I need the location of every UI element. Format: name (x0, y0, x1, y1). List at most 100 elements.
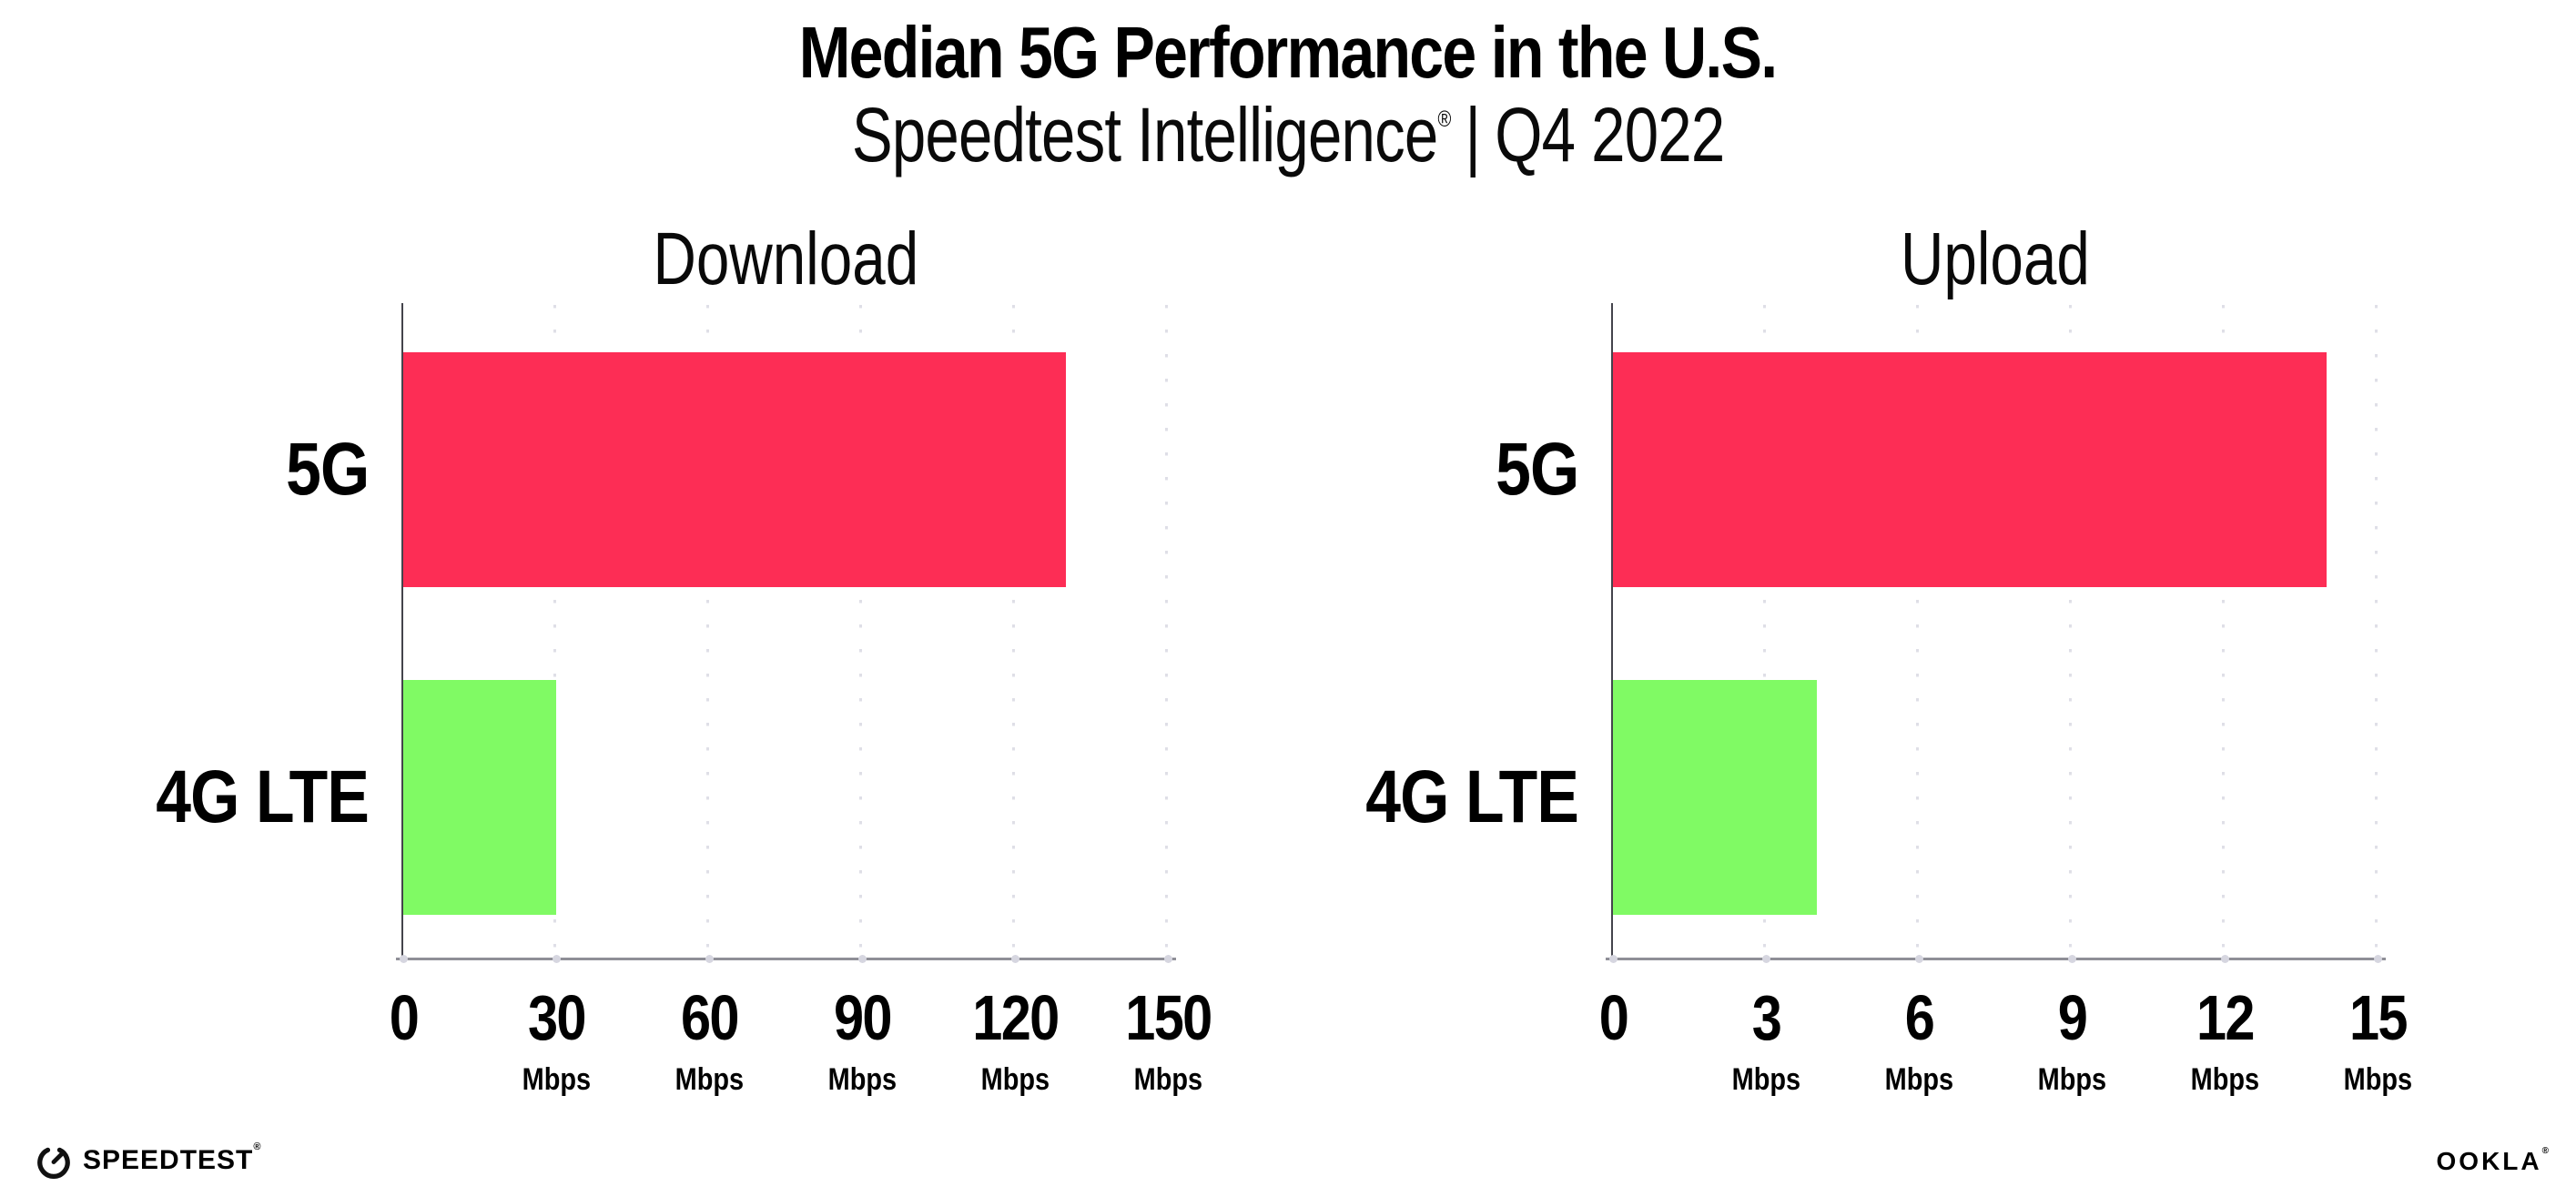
x-tick-label-text: 6 Mbps (1884, 986, 1952, 1095)
x-tick-label-text: 0 (1598, 982, 1628, 1053)
axis-tick-dot (2373, 955, 2382, 963)
x-tick-label-text: 15 Mbps (2343, 986, 2411, 1095)
x-tick-label-text: 150 Mbps (1124, 982, 1212, 1097)
bar-5g (403, 351, 1066, 587)
tick-value: 0 (389, 982, 419, 1053)
speedtest-logo: SPEEDTEST® (35, 1141, 261, 1180)
bar-4g-lte (403, 679, 556, 915)
category-label-text: 4G LTE (156, 755, 370, 838)
axis-tick-dot (1010, 955, 1019, 963)
x-tick-label-text: 60 Mbps (674, 986, 743, 1095)
tick-value: 12 (2196, 982, 2255, 1053)
gridline (1012, 305, 1015, 958)
x-tick-label: 60 Mbps (636, 986, 782, 1095)
tick-value: 150 (1124, 982, 1212, 1053)
download-chart-title: Download (653, 218, 918, 300)
tick-unit: Mbps (980, 1062, 1050, 1097)
tick-unit: Mbps (522, 1062, 591, 1097)
tick-unit: Mbps (1884, 1062, 1953, 1097)
tick-value: 9 (2057, 982, 2087, 1053)
x-tick-label-text: 0 (389, 982, 419, 1053)
gridline (1165, 305, 1168, 958)
upload-chart-title: Upload (1901, 218, 2090, 300)
gridline (1763, 305, 1766, 958)
category-label: 5G (1178, 420, 1579, 520)
tick-value: 3 (1751, 982, 1781, 1053)
tick-value: 90 (833, 982, 892, 1053)
x-tick-label: 30 Mbps (483, 986, 629, 1095)
subtitle-separator: | (1465, 92, 1481, 178)
x-tick-label: 9 Mbps (1999, 986, 2145, 1095)
gridline (2375, 305, 2378, 958)
axis-tick-dot (2220, 955, 2229, 963)
x-tick-label: 120 Mbps (942, 986, 1088, 1095)
download-plot: 5G 4G LTE 0 30 Mbps 60 Mbps 90 Mbps 120 Mbps 150 Mbp… (156, 303, 1212, 1095)
x-tick-label-text: 90 Mbps (827, 986, 896, 1095)
tick-unit: Mbps (674, 1062, 744, 1097)
upload-plot: 5G 4G LTE 0 3 Mbps 6 Mbps 9 Mbps 12 Mbps 15 Mbps (1365, 303, 2412, 1095)
registered-mark: ® (2541, 1145, 2549, 1156)
x-tick-label: 150 Mbps (1095, 986, 1241, 1095)
x-tick-label: 3 Mbps (1693, 986, 1839, 1095)
x-tick-label: 0 (330, 986, 476, 1050)
tick-unit: Mbps (2037, 1062, 2106, 1097)
tick-unit: Mbps (2190, 1062, 2259, 1097)
x-tick-label: 12 Mbps (2152, 986, 2297, 1095)
tick-value: 15 (2348, 982, 2408, 1053)
category-label: 5G (0, 420, 370, 520)
x-tick-label: 90 Mbps (789, 986, 935, 1095)
axis-tick-dot (552, 955, 561, 963)
page-title-text: Median 5G Performance in the U.S. (799, 12, 1778, 93)
x-tick-label-text: 120 Mbps (971, 982, 1060, 1097)
x-tick-label-text: 3 Mbps (1731, 986, 1800, 1095)
category-label: 4G LTE (1178, 747, 1579, 847)
gridline (2069, 305, 2072, 958)
x-tick-label: 15 Mbps (2305, 986, 2450, 1095)
tick-value: 0 (1598, 982, 1628, 1053)
category-label-text: 5G (1495, 427, 1579, 511)
tick-unit: Mbps (1731, 1062, 1800, 1097)
axis-tick-dot (2067, 955, 2076, 963)
axis-tick-dot (705, 955, 714, 963)
x-tick-label: 6 Mbps (1846, 986, 1992, 1095)
tick-value: 60 (680, 982, 739, 1053)
bar-5g (1613, 351, 2327, 587)
axis-tick-dot (399, 955, 408, 963)
gridline (859, 305, 862, 958)
x-axis-line (396, 958, 1176, 960)
tick-unit: Mbps (2343, 1062, 2412, 1097)
category-label: 4G LTE (0, 747, 370, 847)
bar-4g-lte (1613, 679, 1817, 915)
subtitle-period: Q4 2022 (1495, 92, 1725, 178)
x-tick-label-text: 12 Mbps (2190, 986, 2258, 1095)
axis-tick-dot (857, 955, 867, 963)
tick-value: 6 (1904, 982, 1934, 1053)
tick-unit: Mbps (827, 1062, 897, 1097)
category-label-text: 5G (285, 427, 370, 511)
gridline (2222, 305, 2225, 958)
speedtest-wordmark: SPEEDTEST® (83, 1141, 262, 1175)
tick-unit: Mbps (1133, 1062, 1202, 1097)
axis-tick-dot (1608, 955, 1618, 963)
page-title: Median 5G Performance in the U.S. (0, 15, 2576, 91)
tick-value: 120 (971, 982, 1060, 1053)
axis-tick-dot (1163, 955, 1172, 963)
axis-tick-dot (1914, 955, 1923, 963)
page-subtitle-text: Speedtest Intelligence® | Q4 2022 (852, 93, 1725, 177)
page-subtitle: Speedtest Intelligence® | Q4 2022 (0, 93, 2576, 177)
registered-mark: ® (253, 1141, 262, 1152)
tick-value: 30 (527, 982, 586, 1053)
x-tick-label-text: 30 Mbps (522, 986, 590, 1095)
x-tick-label: 0 (1540, 986, 1686, 1050)
ookla-logo: OOKLA® (2436, 1145, 2549, 1175)
category-label-text: 4G LTE (1365, 755, 1579, 838)
gridline (553, 305, 556, 958)
x-tick-label-text: 9 Mbps (2037, 986, 2105, 1095)
gridline (1916, 305, 1919, 958)
gridline (706, 305, 709, 958)
subtitle-brand: Speedtest Intelligence (851, 92, 1438, 178)
x-axis-line (1606, 958, 2386, 960)
axis-tick-dot (1761, 955, 1770, 963)
speedtest-gauge-icon (35, 1141, 73, 1180)
